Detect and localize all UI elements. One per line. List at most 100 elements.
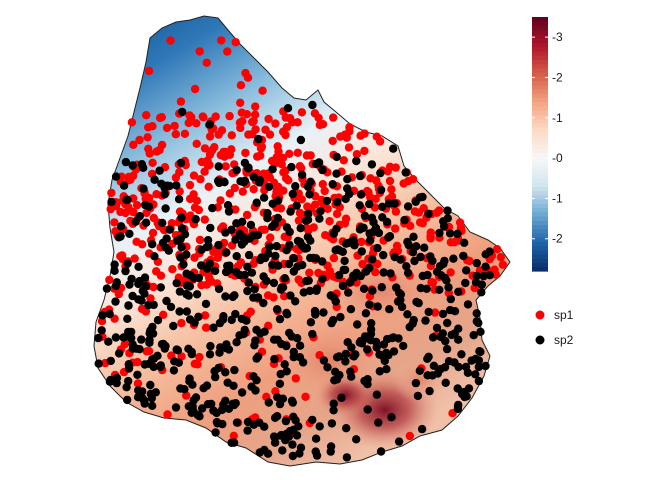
sp2-point [428, 256, 437, 266]
sp2-point [224, 265, 234, 275]
sp1-point [251, 125, 260, 134]
sp1-point [105, 275, 114, 285]
sp2-point [114, 349, 124, 358]
sp1-point [195, 352, 204, 362]
sp2-point [124, 301, 133, 310]
sp2-point [173, 236, 182, 245]
sp1-point [192, 196, 202, 205]
sp1-point [419, 204, 428, 213]
sp2-point [218, 419, 227, 429]
sp2-point [203, 236, 213, 245]
sp2-point [355, 201, 364, 210]
sp2-point [191, 393, 201, 402]
sp1-point [144, 66, 154, 76]
sp1-point [168, 265, 177, 274]
sp2-point [156, 362, 165, 372]
sp2-point [206, 223, 215, 233]
sp2-point [365, 300, 374, 309]
sp2-point [424, 209, 433, 218]
sp2-point [287, 162, 296, 172]
sp2-point [366, 325, 376, 334]
sp1-point [372, 176, 381, 185]
sp2-point [342, 424, 351, 433]
sp1-point [231, 205, 240, 214]
sp2-point [368, 255, 377, 264]
sp2-point [412, 297, 421, 307]
sp2-point [357, 247, 366, 256]
sp2-point [417, 424, 427, 434]
sp1-point [418, 219, 427, 228]
sp1-point [278, 153, 288, 163]
sp1-point [242, 210, 252, 220]
sp1-point [294, 189, 303, 198]
sp2-point [346, 278, 355, 287]
sp2-point [379, 250, 388, 260]
sp2-point [270, 219, 279, 229]
sp2-point [428, 333, 438, 342]
sp2-point [145, 338, 154, 347]
sp2-point [439, 259, 448, 269]
sp2-point [385, 305, 394, 314]
sp2-point [172, 278, 181, 288]
sp2-point [175, 307, 184, 316]
sp2-point [292, 431, 302, 440]
sp2-point [299, 288, 308, 297]
sp1-point [249, 116, 258, 126]
sp2-point [481, 250, 490, 259]
sp2-point [295, 341, 305, 350]
sp2-point [165, 225, 174, 234]
sp2-point [306, 318, 316, 327]
sp2-point [232, 165, 241, 175]
sp2-point [374, 228, 384, 238]
sp1-point [285, 149, 294, 158]
sp1-point [162, 123, 172, 133]
sp2-point [444, 283, 453, 292]
sp2-point [378, 202, 387, 211]
sp1-point [205, 132, 215, 141]
sp2-point [231, 235, 240, 244]
sp2-point [274, 261, 283, 270]
sp1-point [325, 217, 334, 226]
sp2-point [346, 305, 356, 314]
sp2-point [215, 178, 224, 188]
sp2-point [348, 237, 358, 246]
sp1-point [269, 293, 278, 302]
sp2-point [124, 360, 133, 369]
sp2-point [289, 352, 298, 362]
sp1-point [185, 194, 195, 204]
sp1-point [405, 431, 414, 441]
sp1-point [225, 111, 234, 121]
sp2-point [237, 240, 247, 249]
sp2-point [116, 222, 126, 231]
sp2-point [363, 345, 372, 354]
sp1-point [107, 188, 116, 198]
sp2-point [394, 334, 403, 343]
sp1-point [426, 228, 435, 237]
sp2-point [326, 442, 336, 451]
sp2-point [390, 199, 399, 208]
sp1-point [281, 130, 290, 140]
sp1-point [344, 143, 354, 152]
sp2-point [446, 294, 455, 304]
sp2-point [235, 270, 244, 280]
sp2-point [312, 284, 322, 293]
sp2-point [169, 366, 179, 375]
sp2-point [149, 300, 158, 310]
sp1-point [166, 36, 175, 45]
sp1-point [320, 186, 329, 196]
sp2-point [171, 403, 181, 412]
sp1-point [291, 374, 300, 383]
sp2-point [249, 293, 258, 302]
sp2-point [329, 406, 338, 415]
sp2-point [252, 198, 261, 207]
sp1-point [238, 187, 247, 196]
sp2-point [275, 314, 285, 324]
sp2-point [377, 283, 386, 292]
sp1-point [225, 189, 235, 198]
sp2-point [410, 256, 419, 266]
legend-label-sp1: sp1 [554, 308, 574, 322]
sp2-point [147, 394, 156, 403]
sp2-point [389, 144, 398, 153]
sp2-point [264, 182, 274, 192]
sp2-point [476, 327, 485, 336]
